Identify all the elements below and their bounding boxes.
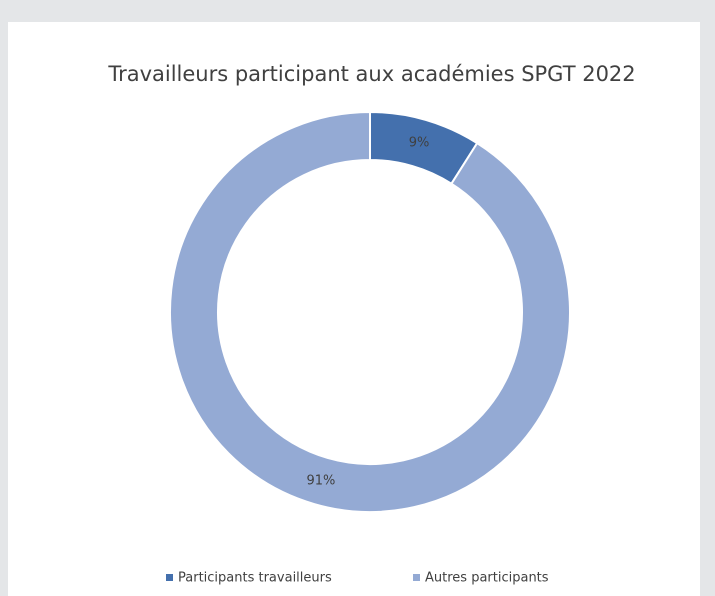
legend-label: Participants travailleurs: [178, 571, 332, 586]
legend-label: Autres participants: [425, 571, 549, 586]
data-label: 9%: [409, 135, 430, 150]
legend-swatch: [413, 574, 420, 581]
chart-title: Travailleurs participant aux académies S…: [107, 62, 635, 86]
donut-segment: [169, 110, 571, 513]
data-label: 91%: [306, 474, 335, 489]
legend-swatch: [166, 574, 173, 581]
